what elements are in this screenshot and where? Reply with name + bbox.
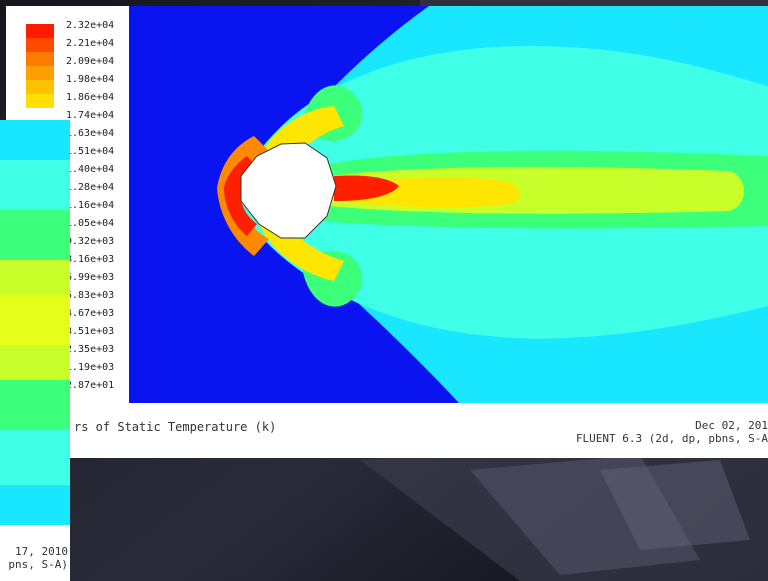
fluent-graphics-window-back[interactable]: 17, 2010 pns, S-A) [0, 120, 70, 581]
leading-edge-orange [217, 136, 269, 256]
colorbar-swatch [26, 80, 54, 94]
colorbar-tick-label: 1.98e+04 [66, 74, 115, 85]
body-geometry [240, 142, 337, 239]
colorbar-tick-label: 2.32e+04 [66, 20, 115, 31]
colorbar-tick-label: 1.63e+04 [66, 128, 115, 139]
back-plot-date: 17, 2010 [15, 545, 68, 558]
colorbar [26, 24, 54, 108]
colorbar-tick-label: 1.51e+04 [66, 146, 115, 157]
solver-info: FLUENT 6.3 (2d, dp, pbns, S-A [575, 432, 768, 445]
colorbar-tick-label: 1.74e+04 [66, 110, 115, 121]
colorbar-tick-label: 1.19e+03 [66, 362, 115, 373]
colorbar-tick-label: 2.87e+01 [66, 380, 115, 391]
colorbar-tick-label: 1.16e+04 [66, 200, 115, 211]
plot-caption-info: Dec 02, 201 FLUENT 6.3 (2d, dp, pbns, S-… [576, 419, 768, 445]
static-temperature-contour-plot[interactable] [129, 6, 768, 403]
colorbar-swatch [26, 38, 54, 52]
colorbar-tick-label: 4.67e+03 [66, 308, 115, 319]
colorbar-tick-label: 2.35e+03 [66, 344, 115, 355]
colorbar-swatch [26, 52, 54, 66]
colorbar-tick-label: 5.83e+03 [66, 290, 115, 301]
back-contour-plot[interactable] [0, 120, 70, 525]
colorbar-tick-label: 3.51e+03 [66, 326, 115, 337]
colorbar-tick-label: 2.21e+04 [66, 38, 115, 49]
colorbar-tick-label: 1.05e+04 [66, 218, 115, 229]
plot-date: Dec 02, 201 [695, 419, 768, 432]
colorbar-tick-label: 6.99e+03 [66, 272, 115, 283]
colorbar-tick-label: 1.28e+04 [66, 182, 115, 193]
colorbar-tick-label: 8.16e+03 [66, 254, 115, 265]
back-window-caption: 17, 2010 pns, S-A) [8, 545, 68, 571]
colorbar-swatch [26, 94, 54, 108]
plot-caption-title: rs of Static Temperature (k) [74, 420, 277, 434]
colorbar-tick-label: 1.40e+04 [66, 164, 115, 175]
colorbar-tick-label: 1.86e+04 [66, 92, 115, 103]
trailing-edge-red [334, 175, 399, 201]
colorbar-swatch [26, 66, 54, 80]
colorbar-tick-label: 9.32e+03 [66, 236, 115, 247]
colorbar-tick-label: 2.09e+04 [66, 56, 115, 67]
back-solver-info: pns, S-A) [8, 558, 68, 571]
colorbar-swatch [26, 24, 54, 38]
fluent-graphics-window-main[interactable]: 2.32e+04 2.21e+04 2.09e+04 1.98e+04 1.86e+04… [6, 6, 768, 458]
